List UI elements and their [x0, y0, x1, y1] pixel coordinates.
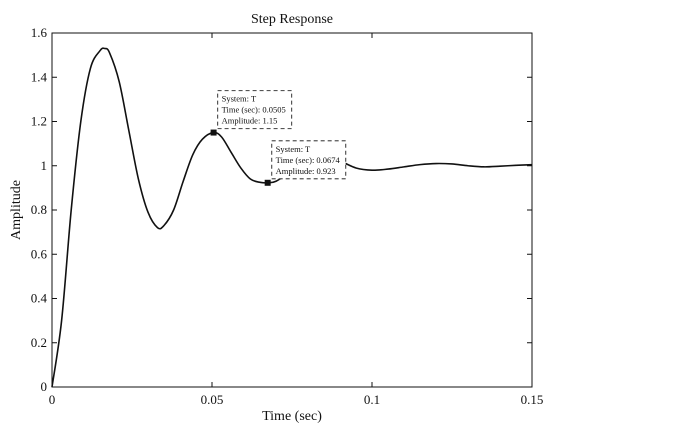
- y-axis-label: Amplitude: [9, 180, 24, 240]
- y-axis-ticks: 0 0.2 0.4 0.6 0.8 1 1.2 1.4 1.6: [31, 25, 532, 394]
- datatip-box: [217, 89, 293, 130]
- datatip-text: System: T: [222, 94, 257, 104]
- datatip-marker: [210, 129, 217, 136]
- y-tick-label: 1.2: [31, 114, 47, 129]
- plot-frame: [51, 32, 533, 388]
- y-tick-label: 0.4: [31, 291, 48, 306]
- y-tick-label: 0.8: [31, 202, 47, 217]
- x-tick-label: 0.1: [364, 392, 380, 407]
- datatip-text: Time (sec): 0.0505: [222, 105, 286, 115]
- datatip-text: Amplitude: 1.15: [222, 116, 278, 126]
- chart-title: Step Response: [251, 12, 333, 27]
- x-axis-ticks: 0 0.05 0.1 0.15: [49, 33, 544, 407]
- x-tick-label: 0: [49, 392, 56, 407]
- x-tick-label: 0.15: [521, 392, 544, 407]
- datatip-text: Time (sec): 0.0674: [276, 155, 341, 165]
- x-tick-label: 0.05: [201, 392, 224, 407]
- datatip-text: Amplitude: 0.923: [276, 166, 336, 176]
- y-tick-label: 1.6: [31, 25, 48, 40]
- y-tick-label: 0.6: [31, 246, 48, 261]
- x-axis-label: Time (sec): [262, 409, 322, 424]
- step-response-line: [51, 47, 533, 388]
- y-tick-label: 1: [41, 158, 48, 173]
- y-tick-label: 1.4: [31, 69, 48, 84]
- y-tick-label: 0.2: [31, 335, 47, 350]
- datatip-marker: [264, 179, 271, 186]
- datatip-box: [271, 140, 347, 180]
- y-tick-label: 0: [41, 379, 48, 394]
- datatip-text: System: T: [276, 144, 311, 154]
